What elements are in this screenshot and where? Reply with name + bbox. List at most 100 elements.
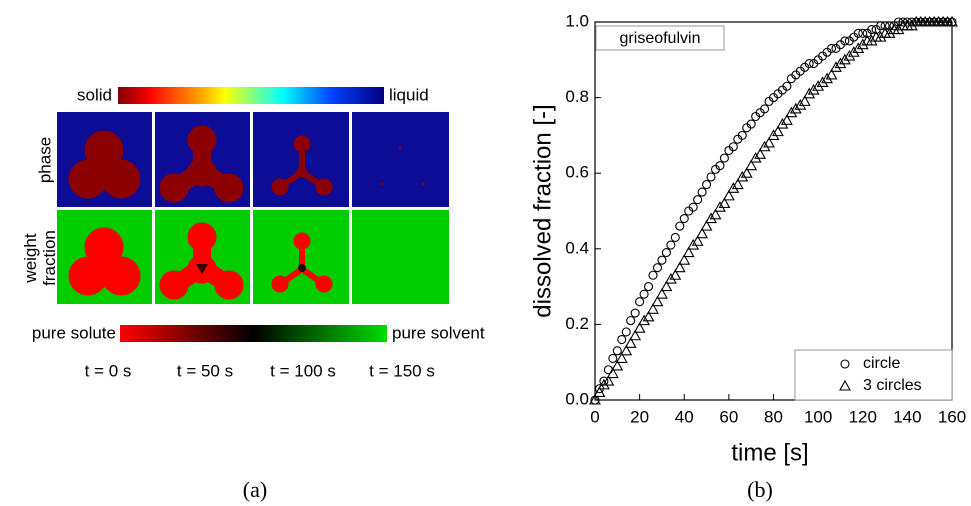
marker: [892, 23, 905, 35]
marker: [754, 148, 767, 159]
marker: [611, 359, 624, 371]
marker: [702, 179, 712, 190]
legend-label: 3 circles: [863, 377, 922, 394]
marker: [905, 19, 918, 31]
marker: [647, 303, 659, 314]
marker: [620, 344, 633, 356]
marker: [838, 53, 851, 65]
marker: [714, 201, 726, 212]
marker: [673, 261, 686, 273]
marker: [629, 329, 642, 341]
marker: [876, 21, 886, 31]
marker: [758, 140, 771, 152]
marker: [669, 269, 682, 280]
marker: [639, 289, 649, 299]
marker: [615, 352, 628, 363]
colorbar-label: solid: [77, 85, 112, 104]
marker: [731, 178, 744, 190]
marker: [745, 159, 758, 171]
annotation: griseofulvin: [620, 30, 701, 47]
marker: [682, 246, 695, 258]
y-tick-label: 0.8: [565, 87, 589, 106]
marker: [746, 119, 756, 129]
marker: [660, 280, 673, 292]
marker: [621, 327, 631, 337]
marker: [760, 104, 770, 114]
marker: [691, 235, 704, 246]
marker: [840, 36, 850, 46]
marker: [794, 99, 807, 110]
marker: [780, 114, 793, 125]
marker: [657, 255, 667, 265]
x-tick-label: 140: [893, 407, 921, 426]
marker: [675, 221, 685, 231]
x-tick-label: 80: [764, 407, 783, 426]
marker: [722, 189, 735, 201]
marker: [767, 129, 780, 140]
marker: [782, 81, 792, 91]
marker: [785, 106, 798, 118]
marker: [688, 202, 698, 212]
marker: [696, 227, 709, 239]
marker: [679, 214, 689, 224]
x-tick-label: 40: [675, 407, 694, 426]
marker: [626, 316, 636, 326]
marker: [664, 272, 677, 284]
weight-colorbar: [120, 325, 387, 342]
marker: [803, 87, 816, 99]
marker: [719, 153, 729, 163]
marker: [661, 248, 671, 258]
marker: [617, 334, 627, 345]
marker: [798, 95, 811, 106]
marker: [830, 61, 842, 72]
marker: [737, 130, 747, 140]
marker: [612, 346, 622, 356]
x-tick-label: 60: [719, 407, 738, 426]
marker: [643, 282, 654, 292]
marker: [608, 353, 618, 363]
marker: [705, 212, 717, 224]
marker: [597, 378, 610, 390]
marker: [656, 288, 668, 299]
marker: [740, 167, 753, 178]
marker: [648, 270, 658, 280]
marker: [843, 49, 856, 61]
colorbar-label: pure solute: [32, 323, 116, 342]
y-tick-label: 0.0: [565, 389, 589, 408]
marker: [826, 43, 837, 54]
marker: [825, 68, 838, 80]
marker: [789, 102, 802, 114]
y-tick-label: 0.4: [565, 238, 589, 257]
marker: [624, 337, 637, 348]
marker: [633, 322, 646, 333]
legend-label: circle: [863, 355, 900, 372]
marker: [804, 59, 814, 69]
marker: [700, 219, 713, 231]
marker: [651, 295, 664, 307]
row-label: phase: [35, 137, 54, 183]
x-tick-label: 160: [938, 407, 966, 426]
marker: [816, 76, 829, 88]
marker: [635, 297, 645, 307]
marker: [670, 232, 680, 243]
marker: [693, 195, 703, 205]
marker: [874, 30, 887, 42]
marker: [946, 15, 958, 27]
marker: [727, 182, 740, 193]
marker: [602, 374, 615, 386]
x-tick-label: 120: [849, 407, 877, 426]
marker: [867, 25, 877, 35]
phase-colorbar: [118, 87, 384, 104]
marker: [772, 125, 784, 137]
marker: [736, 170, 749, 182]
marker: [593, 386, 606, 397]
marker: [839, 379, 851, 391]
marker: [883, 27, 896, 38]
y-tick-label: 0.6: [565, 163, 589, 182]
row-label: weight fraction: [21, 230, 59, 286]
marker: [652, 263, 663, 273]
colorbar-label: liquid: [389, 85, 429, 104]
marker: [687, 238, 700, 250]
